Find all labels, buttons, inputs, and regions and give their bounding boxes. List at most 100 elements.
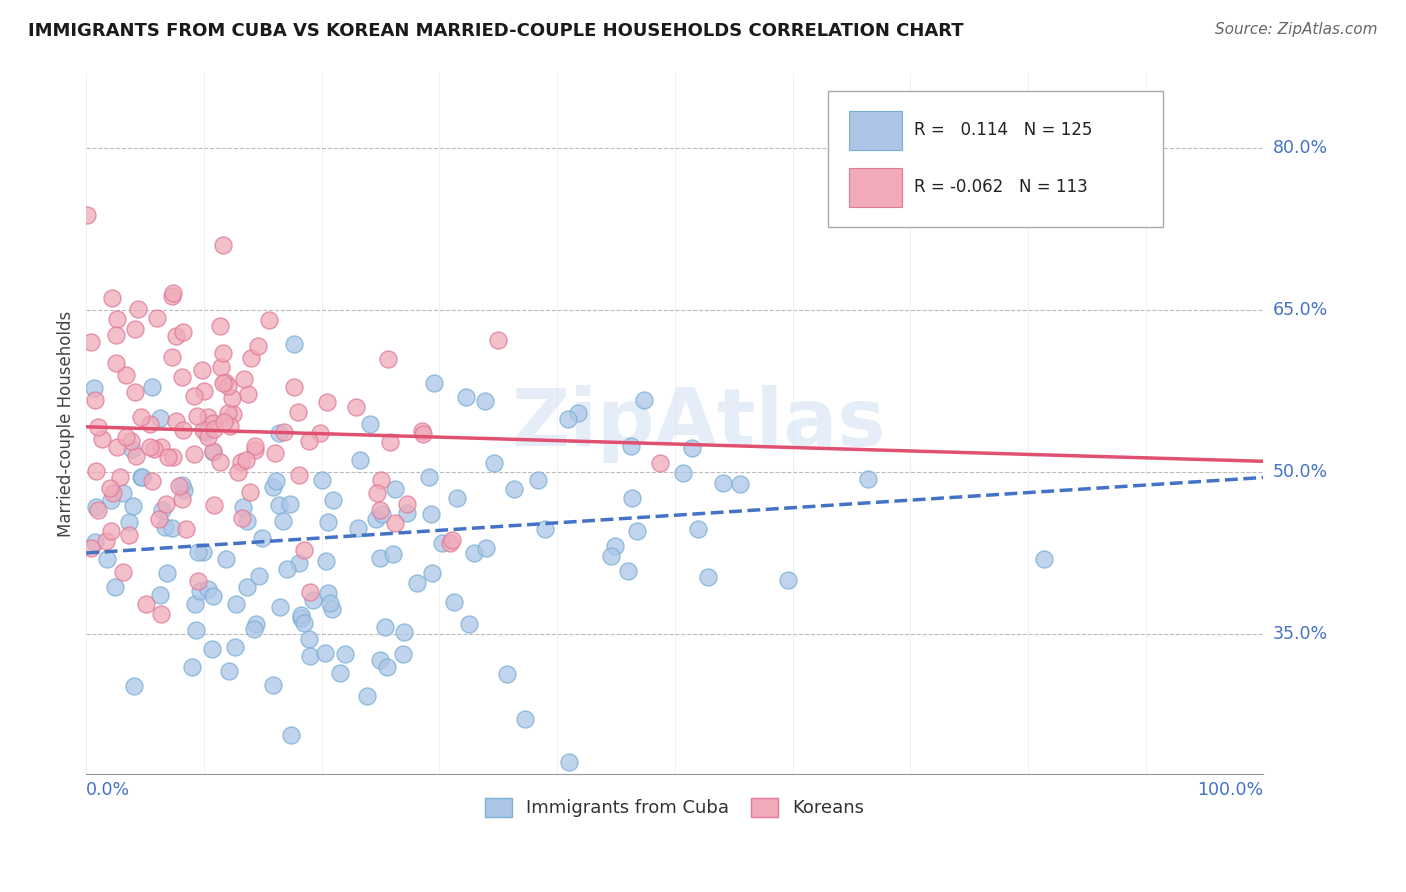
Point bbox=[212, 416, 235, 430]
Point bbox=[165, 328, 187, 343]
Point bbox=[202, 498, 225, 512]
Legend: Immigrants from Cuba, Koreans: Immigrants from Cuba, Koreans bbox=[478, 791, 872, 825]
Point bbox=[184, 597, 207, 611]
Point bbox=[111, 565, 134, 579]
Point bbox=[264, 446, 287, 460]
Point bbox=[412, 426, 434, 441]
Point bbox=[292, 615, 315, 630]
Point bbox=[87, 503, 110, 517]
Point bbox=[475, 541, 498, 555]
Point bbox=[384, 516, 406, 530]
Point bbox=[245, 616, 267, 631]
Point bbox=[100, 492, 122, 507]
Point bbox=[368, 551, 391, 566]
Point bbox=[149, 588, 172, 602]
Point bbox=[211, 376, 233, 390]
Point bbox=[129, 410, 152, 425]
Text: ZipAtlas: ZipAtlas bbox=[512, 384, 886, 463]
Point bbox=[105, 440, 128, 454]
Point bbox=[172, 326, 194, 340]
Point bbox=[242, 622, 264, 636]
Text: IMMIGRANTS FROM CUBA VS KOREAN MARRIED-COUPLE HOUSEHOLDS CORRELATION CHART: IMMIGRANTS FROM CUBA VS KOREAN MARRIED-C… bbox=[28, 22, 963, 40]
Point bbox=[201, 444, 224, 458]
Point bbox=[420, 508, 443, 522]
Point bbox=[420, 566, 443, 580]
Point bbox=[138, 417, 160, 431]
Point bbox=[172, 424, 194, 438]
Point bbox=[180, 660, 202, 674]
Point bbox=[219, 419, 242, 434]
Point bbox=[96, 551, 118, 566]
FancyBboxPatch shape bbox=[849, 111, 903, 150]
Point bbox=[201, 416, 224, 430]
Text: Source: ZipAtlas.com: Source: ZipAtlas.com bbox=[1215, 22, 1378, 37]
Point bbox=[120, 434, 142, 448]
Point bbox=[231, 455, 253, 469]
Point bbox=[308, 425, 330, 440]
Point bbox=[155, 498, 177, 512]
Point bbox=[122, 680, 145, 694]
Point bbox=[124, 449, 146, 463]
Point bbox=[202, 422, 225, 436]
Point bbox=[174, 523, 197, 537]
Point bbox=[209, 455, 232, 469]
Point bbox=[124, 321, 146, 335]
Point bbox=[446, 491, 468, 505]
Point bbox=[105, 312, 128, 326]
Point bbox=[377, 351, 399, 366]
Point bbox=[111, 486, 134, 500]
Point bbox=[243, 442, 266, 457]
Point bbox=[167, 479, 190, 493]
Point bbox=[243, 439, 266, 453]
Point bbox=[280, 728, 302, 742]
Point bbox=[287, 556, 309, 570]
Point bbox=[162, 286, 184, 301]
Point bbox=[84, 500, 107, 515]
Point bbox=[257, 313, 280, 327]
Point bbox=[292, 542, 315, 557]
Point bbox=[240, 351, 263, 365]
Point bbox=[76, 208, 98, 222]
Point bbox=[322, 493, 344, 508]
Point bbox=[503, 482, 526, 496]
Point bbox=[356, 689, 378, 703]
Point bbox=[84, 464, 107, 478]
Point bbox=[149, 411, 172, 425]
Point bbox=[335, 647, 357, 661]
Point bbox=[287, 468, 309, 483]
Point bbox=[513, 712, 536, 726]
Point bbox=[370, 474, 392, 488]
Point bbox=[131, 470, 153, 484]
Point bbox=[238, 387, 260, 401]
Point bbox=[280, 497, 302, 511]
Point bbox=[115, 368, 138, 382]
Point bbox=[183, 389, 205, 403]
Point bbox=[557, 755, 579, 769]
Text: 35.0%: 35.0% bbox=[1272, 625, 1327, 643]
Point bbox=[186, 409, 208, 424]
Point bbox=[600, 549, 623, 563]
Point bbox=[283, 379, 305, 393]
Point bbox=[299, 648, 322, 663]
Point bbox=[626, 524, 648, 538]
Point bbox=[96, 534, 118, 549]
Point bbox=[728, 477, 751, 491]
Point bbox=[208, 319, 231, 334]
Point bbox=[443, 595, 465, 609]
Point bbox=[392, 647, 415, 661]
Point bbox=[170, 491, 193, 506]
Point bbox=[290, 611, 312, 625]
Point bbox=[463, 546, 485, 560]
Point bbox=[148, 511, 170, 525]
Point bbox=[156, 566, 179, 580]
Point bbox=[633, 392, 655, 407]
Point bbox=[194, 425, 217, 439]
Point bbox=[302, 593, 325, 607]
Point bbox=[104, 328, 127, 343]
Point bbox=[283, 336, 305, 351]
Point bbox=[209, 360, 232, 375]
Point bbox=[298, 632, 321, 647]
Point bbox=[377, 660, 399, 674]
Point bbox=[170, 478, 193, 492]
Point bbox=[224, 640, 246, 655]
